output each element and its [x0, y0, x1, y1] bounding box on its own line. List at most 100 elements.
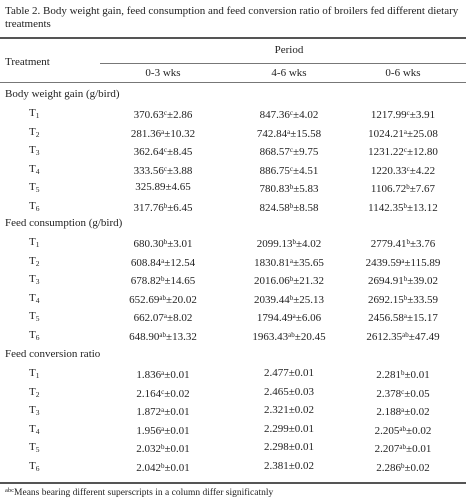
cell-mean: 1217.99 — [370, 109, 407, 121]
cell-superscript: ab — [288, 330, 295, 339]
cell-mean: 1.872 — [136, 406, 162, 418]
table-cell: 662.07a±8.02 — [100, 310, 226, 325]
treatment-letter: T — [29, 367, 36, 379]
cell-superscript: a — [401, 256, 405, 265]
cell-mean: 2.286 — [376, 461, 401, 474]
table-cell: 2.032b±0.01 — [100, 441, 226, 456]
treatment-number: 1 — [35, 371, 40, 380]
table-cell: 2779.41b±3.76 — [340, 236, 466, 251]
cell-mean: 652.69 — [129, 293, 160, 306]
cell-error: ±20.45 — [294, 330, 326, 343]
treatment-number: 4 — [35, 295, 40, 305]
table-cell: 824.58b±8.58 — [226, 200, 352, 215]
cell-error: ±0.02 — [406, 424, 432, 437]
cell-mean: 317.76 — [133, 201, 164, 214]
section-title: Feed consumption (g/bird) — [5, 217, 123, 229]
cell-superscript: a — [289, 256, 294, 265]
cell-superscript: b — [400, 369, 405, 377]
treatment-number: 1 — [35, 111, 40, 120]
table-cell: 2456.58a±15.17 — [340, 310, 466, 325]
bottom-rule — [0, 482, 466, 484]
cell-error: ±0.05 — [404, 387, 430, 400]
cell-error: ±0.01 — [164, 406, 190, 418]
footnote: abcMeans bearing different superscripts … — [5, 487, 273, 498]
cell-mean: 2456.58 — [368, 312, 404, 324]
cell-mean: 2.205 — [374, 424, 400, 437]
cell-superscript: b — [406, 183, 410, 191]
cell-superscript: b — [163, 238, 168, 246]
table-cell: 2.298±0.01 — [226, 441, 352, 454]
cell-error: ±4.02 — [295, 238, 322, 250]
treatment-number: 5 — [35, 314, 40, 323]
cell-error: ±4.51 — [293, 164, 319, 177]
cell-superscript: a — [161, 369, 165, 377]
table-cell: 2.205ab±0.02 — [340, 423, 466, 438]
cell-error: ±0.01 — [404, 369, 430, 381]
treatment-label: T5 — [29, 441, 39, 456]
cell-error: ±115.89 — [404, 256, 441, 269]
cell-error: ±0.03 — [288, 385, 315, 398]
treatment-letter: T — [29, 422, 36, 435]
cell-superscript: ab — [399, 443, 407, 451]
cell-error: ±47.49 — [408, 330, 440, 343]
table-caption: Table 2. Body weight gain, feed consumpt… — [5, 5, 459, 30]
cell-mean: 1106.72 — [370, 183, 407, 195]
cell-error: ±0.01 — [288, 422, 315, 435]
cell-error: ±33.59 — [407, 293, 439, 306]
table-cell: 2.381±0.02 — [226, 460, 352, 473]
cell-mean: 325.89 — [135, 181, 166, 193]
cell-mean: 1231.22 — [368, 146, 404, 158]
treatment-label: T6 — [29, 329, 39, 344]
cell-mean: 868.57 — [259, 146, 290, 158]
table-cell: 2.299±0.01 — [226, 423, 352, 436]
cell-superscript: a — [403, 127, 408, 136]
table-cell: 2.321±0.02 — [226, 404, 352, 417]
cell-superscript: b — [403, 293, 408, 302]
treatment-letter: T — [29, 162, 36, 175]
cell-error: ±21.32 — [293, 275, 325, 287]
header-rule — [0, 82, 466, 83]
cell-mean: 370.63 — [133, 109, 164, 121]
treatment-letter: T — [29, 310, 36, 322]
cell-superscript: ab — [399, 424, 407, 433]
cell-mean: 2.465 — [263, 385, 289, 398]
cell-mean: 1963.43 — [252, 330, 289, 343]
cell-superscript: c — [403, 146, 408, 154]
treatment-letter: T — [29, 459, 36, 472]
header-col-0-6: 0-6 wks — [385, 67, 421, 79]
cell-mean: 847.36 — [259, 109, 290, 121]
treatment-number: 2 — [35, 258, 40, 268]
cell-mean: 608.84 — [130, 256, 162, 269]
table-cell: 1106.72b±7.67 — [340, 181, 466, 196]
cell-error: ±4.65 — [165, 181, 191, 193]
cell-mean: 680.30 — [133, 238, 164, 250]
cell-mean: 1.956 — [136, 424, 162, 437]
table-cell: 2.378c±0.05 — [340, 386, 466, 401]
cell-error: ±13.12 — [407, 201, 438, 214]
cell-superscript: b — [163, 201, 168, 210]
table-cell: 281.36a±10.32 — [100, 126, 226, 141]
treatment-label: T1 — [29, 107, 39, 122]
treatment-label: T3 — [29, 404, 39, 419]
treatment-letter: T — [29, 291, 36, 304]
cell-superscript: a — [163, 312, 168, 320]
treatment-number: 3 — [35, 277, 40, 286]
cell-mean: 780.83 — [259, 183, 290, 195]
footnote-text: Means bearing different superscripts in … — [14, 488, 274, 498]
cell-superscript: b — [289, 293, 294, 302]
table-cell: 370.63c±2.86 — [100, 107, 226, 122]
cell-superscript: b — [289, 183, 294, 191]
treatment-label: T5 — [29, 181, 39, 196]
cell-mean: 2439.59 — [365, 256, 402, 269]
treatment-number: 6 — [35, 463, 40, 473]
table-cell: 742.84a±15.58 — [226, 126, 352, 141]
cell-mean: 2692.15 — [367, 293, 404, 306]
treatment-number: 5 — [35, 185, 40, 194]
treatment-letter: T — [29, 181, 36, 193]
table-cell: 2.286b±0.02 — [340, 460, 466, 475]
cell-superscript: b — [160, 443, 165, 451]
table-cell: 2.164c±0.02 — [100, 386, 226, 401]
table-cell: 608.84a±12.54 — [100, 255, 226, 270]
cell-error: ±13.32 — [166, 330, 197, 343]
table-cell: 333.56c±3.88 — [100, 163, 226, 178]
